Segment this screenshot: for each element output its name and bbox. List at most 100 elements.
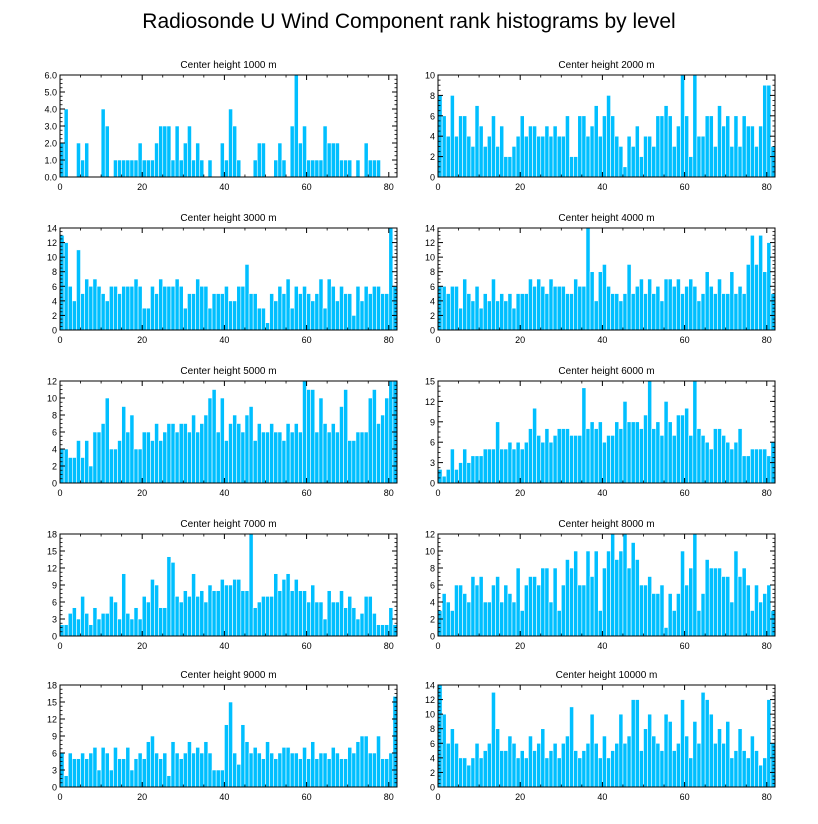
histogram-bar [302,590,307,637]
histogram-bar [643,414,648,484]
histogram-bar [125,613,131,637]
histogram-bar [696,300,702,331]
histogram-bar [680,550,685,637]
histogram-bar [195,142,201,178]
histogram-bar [528,428,533,484]
histogram-bar [713,567,718,637]
histogram-bar [232,579,238,637]
histogram-bar [548,601,554,637]
panel-title: Center height 1000 m [180,60,276,71]
histogram-bar [244,414,250,484]
histogram-bar [474,584,480,637]
histogram-bar [174,596,180,637]
histogram-bar [256,423,262,484]
histogram-bar [610,750,616,788]
histogram-bar [614,421,620,484]
x-tick-label: 80 [762,182,772,192]
histogram-bar [503,750,509,788]
histogram-bar [737,728,743,788]
histogram-bar [129,414,135,484]
histogram-bar [261,431,266,484]
histogram-bar [248,406,254,484]
histogram-bar [113,159,118,178]
y-tick-label: 12 [47,238,57,248]
histogram-bar [367,752,373,788]
y-tick-label: 10 [425,253,435,263]
histogram-bar [129,618,135,637]
histogram-bar [96,769,102,788]
histogram-bar [610,435,616,484]
y-tick-label: 10 [425,710,435,720]
histogram-bar [741,750,747,788]
histogram-bar [758,234,763,331]
histogram-bar [289,590,295,637]
histogram-bar [113,448,118,484]
histogram-bar [499,448,505,484]
histogram-bar [478,307,484,331]
histogram-bar [207,159,213,178]
histogram-bar [688,435,694,484]
histogram-bar [487,742,492,788]
histogram-bar [663,105,669,178]
histogram-bar [178,423,184,484]
histogram-bar [326,142,332,178]
histogram-bar [614,293,620,331]
histogram-bar [643,293,648,331]
histogram-bar [536,278,542,331]
histogram-bar [671,285,677,331]
histogram-bar [224,724,229,788]
histogram-bar [133,607,139,637]
histogram-bar [347,596,353,637]
histogram-bar [474,105,480,178]
histogram-bar [244,264,250,331]
histogram-bar [150,440,155,484]
histogram-bar [269,423,275,484]
histogram-bar [556,135,562,178]
histogram-bar [495,728,500,788]
histogram-bar [704,271,710,331]
histogram-bar [63,775,69,788]
histogram-bar [466,293,472,331]
histogram-bar [84,613,90,637]
panel-title: Center height 8000 m [558,519,654,530]
histogram-bar [187,741,192,788]
histogram-bar [252,159,258,178]
y-tick-label: 1.0 [44,156,57,166]
histogram-bar [556,285,562,331]
histogram-bar [92,431,98,484]
y-tick-label: 3.0 [44,122,57,132]
histogram-bar [569,156,574,178]
histogram-bar [704,699,710,788]
histogram-bar [355,618,361,637]
x-tick-label: 60 [680,792,690,802]
x-tick-label: 20 [137,488,147,498]
histogram-bar [762,271,768,331]
histogram-bar [314,293,320,331]
histogram-bar [293,285,299,331]
histogram-bar [326,431,332,484]
histogram-bar [236,423,242,484]
histogram-bar [717,567,722,637]
y-tick-label: 0 [52,632,57,642]
histogram-bar [80,752,85,788]
histogram-bar [462,115,468,178]
histogram-bar [630,542,636,637]
histogram-bar [487,601,492,637]
histogram-bar [150,285,155,331]
histogram-bar [626,135,632,178]
histogram-bar [351,607,357,637]
histogram-bar [343,159,348,178]
histogram-bar [158,607,164,637]
histogram-bar [277,431,283,484]
histogram-bar [750,610,755,637]
histogram-bar [470,757,476,788]
histogram-bar [766,584,772,637]
histogram-bar [552,567,558,637]
histogram-bar [573,750,579,788]
x-tick-label: 40 [597,182,607,192]
histogram-bar [758,448,763,484]
x-tick-label: 60 [680,488,690,498]
histogram-bar [363,431,369,484]
histogram-bar [524,293,529,331]
histogram-bar [577,435,583,484]
